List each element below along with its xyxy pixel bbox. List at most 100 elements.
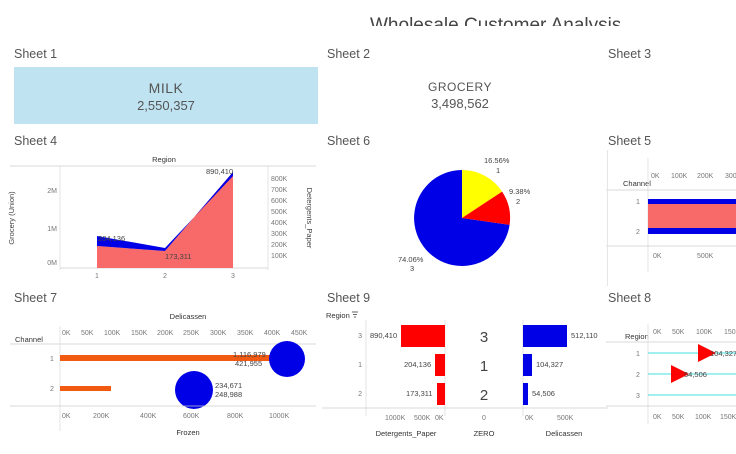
sheet7-circle-channel2[interactable] — [175, 371, 213, 409]
sheet7-top-tick: 250K — [183, 330, 200, 337]
sheet9-dp-label: 173,311 — [406, 389, 433, 398]
sheet7-top-tick: 150K — [131, 330, 148, 337]
sheet5-top-tick: 100K — [671, 173, 688, 180]
sheet8-top-tick: 100K — [696, 329, 713, 336]
kpi-grocery-value: 3,498,562 — [431, 96, 489, 111]
sheet7-bottom-tick: 0K — [62, 413, 71, 420]
sheet8-marker-region2[interactable] — [671, 365, 689, 383]
pie-label-name-2: 2 — [516, 197, 520, 206]
sheet5-top-tick: 0K — [651, 173, 660, 180]
sheet7-bottom-axis-title: Frozen — [176, 428, 199, 437]
sheet7-top-ticks: 0K 50K 100K 150K 200K 250K 300K 350K 400… — [62, 330, 308, 337]
sheet7-top-tick: 300K — [210, 330, 227, 337]
sheet7-bottom-tick: 400K — [140, 413, 157, 420]
column-divider — [607, 150, 608, 286]
sheet7-label-ch1-a: 1,116,979 — [233, 350, 266, 359]
sheet7-circle-channel1[interactable] — [269, 341, 305, 377]
sheet4-area-detergents[interactable] — [97, 172, 233, 268]
sheet5-bar-row1-blue[interactable] — [648, 199, 736, 204]
sheet5-bottom-tick: 0K — [653, 253, 662, 260]
sheet5-top-tick: 200K — [697, 173, 714, 180]
sheet4-right-tick: 200K — [271, 242, 288, 249]
sheet7-title: Sheet 7 — [14, 291, 58, 305]
sheet7-chart[interactable]: Delicassen 0K 50K 100K 150K 200K 250K 30… — [0, 306, 318, 446]
sheet5-chart[interactable]: Channel 0K 100K 200K 300 1 2 0K 500K — [606, 150, 736, 285]
sheet8-top-tick: 150 — [724, 329, 736, 336]
sheet4-x-tick: 2 — [163, 273, 167, 280]
sheet9-chart[interactable]: Region 3 890,410 3 512,110 1 204,136 1 1… — [322, 308, 608, 446]
sheet7-top-tick: 0K — [62, 330, 71, 337]
sheet9-dp-bar-region1[interactable] — [435, 354, 445, 376]
sheet9-dp-label: 890,410 — [370, 331, 397, 340]
sheet7-bottom-tick: 600K — [183, 413, 200, 420]
filter-icon[interactable] — [352, 311, 358, 318]
sheet5-top-tick: 300 — [725, 173, 736, 180]
sheet7-top-axis-title: Delicassen — [170, 312, 207, 321]
sheet5-title: Sheet 5 — [608, 134, 652, 148]
sheet7-bottom-tick: 800K — [227, 413, 244, 420]
sheet9-dp-bar-region3[interactable] — [401, 325, 445, 347]
sheet8-label-region2: 54,506 — [684, 370, 707, 379]
sheet4-label-region2: 173,311 — [165, 252, 192, 261]
sheet7-top-tick: 100K — [104, 330, 121, 337]
kpi-milk-label: MILK — [148, 80, 184, 96]
sheet7-row-header: Channel — [15, 335, 43, 344]
sheet9-region-header: Region — [326, 311, 350, 320]
sheet9-region-label: 2 — [358, 391, 362, 398]
sheet6-title: Sheet 6 — [327, 134, 371, 148]
sheet9-del-tick: 500K — [557, 415, 574, 422]
sheet9-del-bar-region2[interactable] — [523, 383, 528, 405]
sheet9-del-label: 104,327 — [536, 360, 563, 369]
kpi-milk-value: 2,550,357 — [137, 98, 195, 113]
sheet4-area-grocery[interactable] — [97, 172, 233, 251]
sheet4-right-tick: 700K — [271, 187, 288, 194]
pie-slice-region1[interactable] — [462, 170, 503, 218]
sheet9-dp-tick: 1000K — [385, 415, 406, 422]
sheet9-del-title: Delicassen — [546, 429, 583, 438]
pie-slice-region3[interactable] — [414, 170, 510, 266]
sheet8-chart[interactable]: Region 0K 50K 100K 150 1 2 3 104,327 54,… — [606, 306, 736, 446]
sheet2-kpi-card[interactable]: GROCERY 3,498,562 — [360, 67, 560, 124]
kpi-grocery-label: GROCERY — [428, 80, 492, 94]
sheet6-pie-chart[interactable]: 16.56% 1 9.38% 2 74.06% 3 — [326, 150, 606, 285]
sheet4-right-tick: 100K — [271, 253, 288, 260]
sheet4-title: Sheet 4 — [14, 134, 58, 148]
sheet5-bar-row2-blue[interactable] — [648, 228, 736, 234]
sheet9-dp-tick: 0K — [435, 415, 444, 422]
sheet4-left-axis-title: Grocery (Union) — [7, 191, 16, 245]
sheet9-zero-tick: 0 — [482, 415, 486, 422]
sheet7-bottom-ticks: 0K 200K 400K 600K 800K 1000K — [62, 413, 290, 420]
sheet9-del-bar-region3[interactable] — [523, 325, 567, 347]
sheet4-x-tick: 3 — [231, 273, 235, 280]
sheet9-zero-label: 1 — [480, 358, 488, 375]
sheet7-bottom-tick: 200K — [93, 413, 110, 420]
sheet8-row-header: Region — [625, 332, 649, 341]
sheet9-dp-bar-region2[interactable] — [437, 383, 445, 405]
sheet4-right-tick: 600K — [271, 198, 288, 205]
sheet7-top-tick: 450K — [291, 330, 308, 337]
sheet7-bar-channel2[interactable] — [60, 386, 111, 391]
sheet5-bottom-tick: 500K — [697, 253, 714, 260]
sheet5-row-label: 2 — [636, 229, 640, 236]
sheet9-dp-title: Detergents_Paper — [376, 429, 437, 438]
sheet9-del-label: 512,110 — [571, 331, 598, 340]
pie-slice-region2[interactable] — [462, 191, 511, 225]
sheet1-kpi-card[interactable]: MILK 2,550,357 — [14, 67, 318, 124]
sheet9-del-bar-region1[interactable] — [523, 354, 532, 376]
sheet4-area-chart[interactable]: Region Grocery (Union) 2M 1M 0M 800K 700… — [0, 150, 318, 285]
sheet5-bar-row1[interactable] — [648, 204, 736, 228]
sheet7-label-ch2-a: 234,671 — [215, 381, 242, 390]
sheet4-left-tick-1m: 1M — [47, 226, 57, 233]
sheet4-label-region1: 204,136 — [98, 234, 125, 243]
pie-label-pct-2: 9.38% — [509, 187, 531, 196]
sheet7-bar-channel1[interactable] — [60, 355, 287, 361]
pie-label-name-1: 1 — [496, 166, 500, 175]
sheet7-label-ch2-b: 248,988 — [215, 390, 242, 399]
sheet9-dp-tick: 500K — [414, 415, 431, 422]
sheet7-row-label: 2 — [50, 386, 54, 393]
sheet4-left-tick-2m: 2M — [47, 188, 57, 195]
sheet9-region-label: 1 — [358, 362, 362, 369]
sheet8-marker-region1[interactable] — [698, 344, 716, 362]
sheet8-row-label: 2 — [636, 372, 640, 379]
sheet7-top-tick: 350K — [237, 330, 254, 337]
